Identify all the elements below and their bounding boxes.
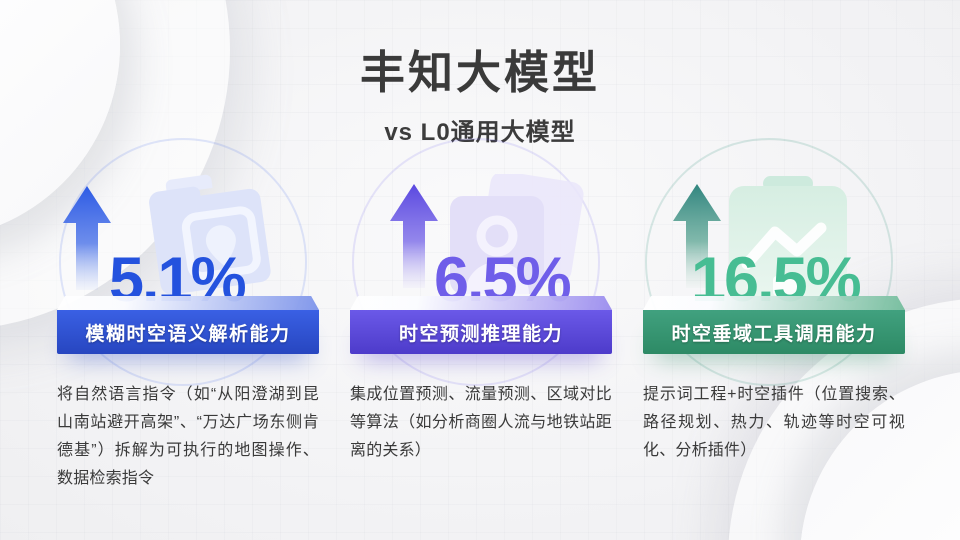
podium-banner: 时空垂域工具调用能力 [643,296,905,354]
stat-card-prediction-reasoning: 6.5% 时空预测推理能力 集成位置预测、流量预测、区域对比等算法（如分析商圈人… [350,138,612,493]
slide-title: 丰知大模型 [359,47,600,98]
description-text: 集成位置预测、流量预测、区域对比等算法（如分析商圈人流与地铁站距离的关系） [350,386,612,459]
podium-banner: 模糊时空语义解析能力 [57,296,319,354]
podium-top-face [350,296,612,310]
podium-front-face: 时空垂域工具调用能力 [643,310,905,354]
up-arrow-icon [63,186,111,290]
stat-visual: 6.5% [350,138,612,386]
description-text: 将自然语言指令（如“从阳澄湖到昆山南站避开高架”、“万达广场东侧肯德基”）拆解为… [57,386,319,487]
banner-label: 模糊时空语义解析能力 [85,323,291,345]
podium-front-face: 时空预测推理能力 [350,310,612,354]
up-arrow-icon [390,184,438,288]
podium-top-face [643,296,905,310]
stat-card-tool-invocation: 16.5% 时空垂域工具调用能力 提示词工程+时空插件（位置搜索、路径规划、热力… [643,138,905,493]
stat-columns: 5.1% 模糊时空语义解析能力 将自然语言指令（如“从阳澄湖到昆山南站避开高架”… [57,138,905,493]
stat-visual: 5.1% [57,138,319,386]
decorative-ring [352,138,600,386]
stat-visual: 16.5% [643,138,905,386]
podium-top-face [57,296,319,310]
clipboard-trend-icon [729,176,847,296]
slide-header: 丰知大模型 vs L0通用大模型 [0,0,960,147]
banner-label: 时空预测推理能力 [398,323,563,345]
description-text: 提示词工程+时空插件（位置搜索、路径规划、热力、轨迹等时空可视化、分析插件） [643,386,905,459]
podium-banner: 时空预测推理能力 [350,296,612,354]
podium-front-face: 模糊时空语义解析能力 [57,310,319,354]
banner-label: 时空垂域工具调用能力 [671,323,877,345]
id-card-person-icon [450,174,584,294]
stat-card-semantic-parsing: 5.1% 模糊时空语义解析能力 将自然语言指令（如“从阳澄湖到昆山南站避开高架”… [57,138,319,493]
up-arrow-icon [673,184,721,288]
